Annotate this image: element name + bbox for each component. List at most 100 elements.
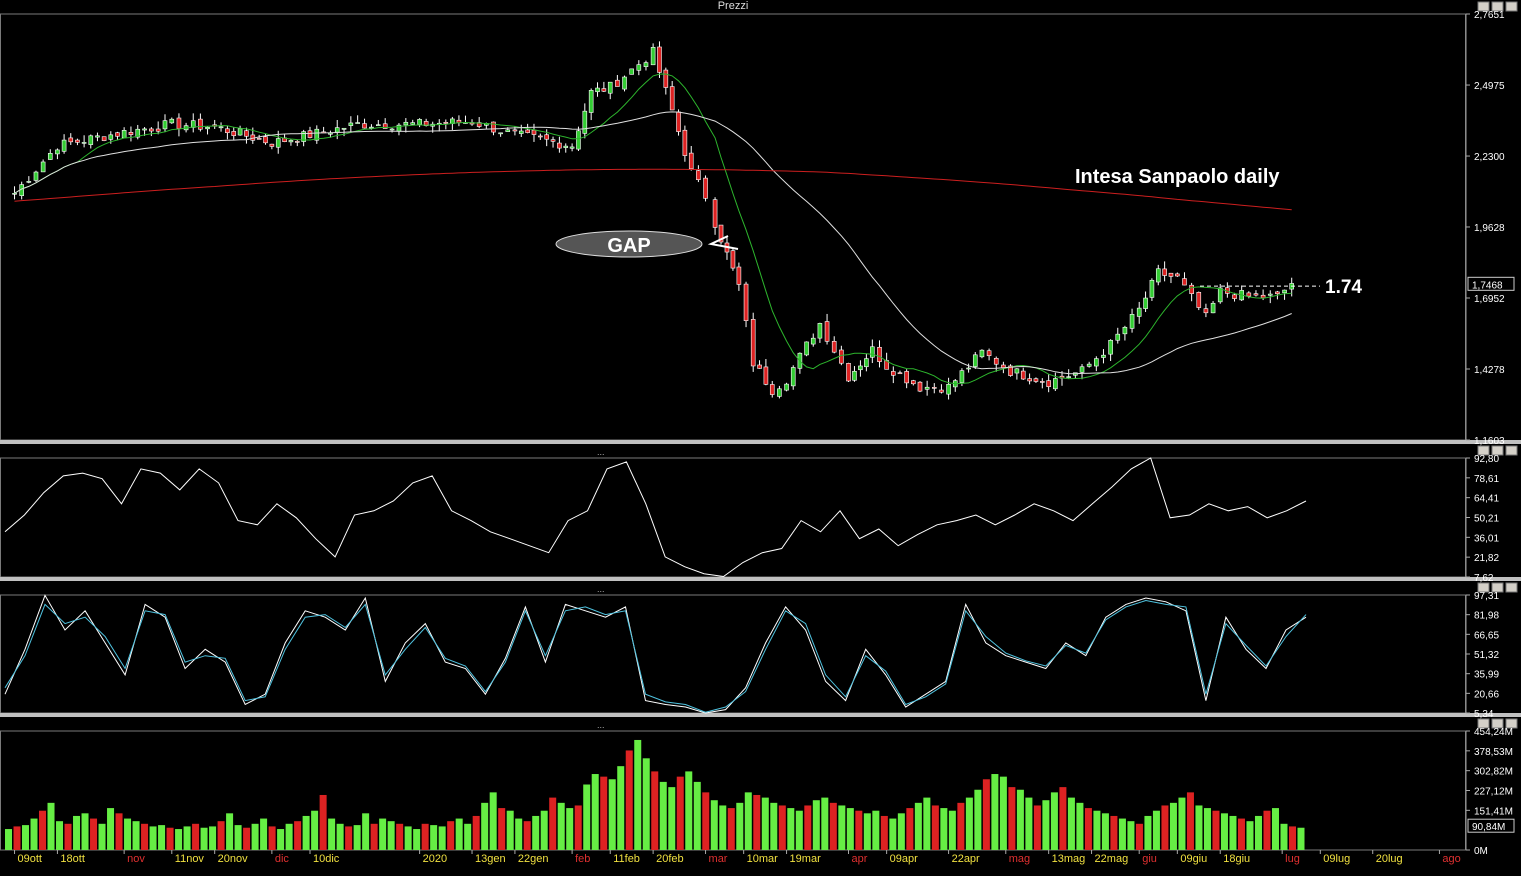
candle-body [1033, 378, 1039, 382]
volume-bar [251, 823, 259, 850]
volume-bar [795, 810, 803, 850]
candle-body [1149, 279, 1155, 298]
volume-bar [515, 818, 523, 850]
volume-bar [744, 792, 752, 850]
volume-bar [608, 779, 616, 850]
candle-body [1101, 354, 1106, 358]
candle-body [663, 69, 669, 88]
volume-bar [1297, 827, 1305, 850]
volume-bar [1050, 792, 1058, 850]
volume-bar [880, 815, 888, 850]
candle-body [314, 128, 320, 141]
volume-bar [506, 810, 514, 850]
x-tick-label: 22apr [952, 853, 980, 865]
volume-bar [923, 797, 931, 850]
candle-body [512, 129, 518, 132]
panel-grip: ... [597, 447, 605, 457]
volume-bar [311, 810, 319, 850]
candle-body [1129, 314, 1135, 329]
y-tick-label: 378,53M [1474, 747, 1513, 758]
y-tick-label: 66,65 [1474, 630, 1499, 641]
volume-bar [1220, 813, 1228, 850]
volume-bar [183, 826, 191, 850]
volume-bar [1016, 789, 1024, 850]
candle-body [730, 250, 736, 269]
volume-bar [243, 827, 251, 850]
volume-bar [1101, 813, 1109, 850]
candle-body [1162, 268, 1167, 276]
y-tick-label: 50,21 [1474, 514, 1499, 525]
candle-body [696, 170, 701, 181]
volume-bar [447, 821, 455, 850]
volume-bar [1110, 815, 1118, 850]
candle-body [61, 139, 67, 152]
candle-body [403, 121, 409, 126]
candle-body [1155, 268, 1161, 283]
volume-bar [455, 818, 463, 850]
volume-bar [957, 802, 965, 850]
volume-bar [217, 821, 225, 850]
candle-body [288, 140, 294, 143]
candle-body [763, 366, 769, 385]
volume-bar [1186, 792, 1194, 850]
y-tick-label: 97,31 [1474, 591, 1499, 602]
x-tick-label: 11feb [613, 853, 640, 865]
y-tick-label: 151,41M [1474, 806, 1513, 817]
candle-body [595, 87, 600, 93]
volume-bar [1008, 787, 1016, 850]
volume-bar [1084, 808, 1092, 850]
candle-body [1066, 376, 1071, 378]
volume-bar [1263, 810, 1271, 850]
x-tick-label: 19mar [790, 853, 822, 865]
candle-body [1260, 294, 1266, 299]
candle-body [531, 129, 537, 135]
oscillator-2-series-0 [4, 594, 1307, 714]
volume-bar [81, 813, 89, 850]
volume-bar [149, 826, 157, 850]
volume-bar [370, 823, 378, 850]
candle-body [1115, 333, 1121, 341]
candle-body [636, 64, 642, 71]
volume-bar [1059, 787, 1067, 850]
candle-body [1210, 302, 1216, 314]
candle-body [169, 118, 175, 124]
panel-splitter [0, 440, 1521, 444]
candle-body [682, 129, 688, 156]
y-tick-label: 20,66 [1474, 689, 1499, 700]
volume-bar [914, 802, 922, 850]
candle-body [476, 122, 482, 127]
volume-bar [1212, 810, 1220, 850]
candle-body [525, 129, 530, 133]
volume-bar [5, 829, 13, 850]
gap-label: GAP [607, 235, 650, 257]
volume-bar [540, 810, 548, 850]
candle-body [1027, 378, 1032, 382]
x-tick-label: 20lug [1376, 853, 1403, 865]
volume-bar [982, 779, 990, 850]
x-tick-label: 10mar [747, 853, 779, 865]
last-price-label: 1,7468 [1472, 280, 1503, 291]
candle-body [1040, 381, 1045, 383]
y-tick-label: 51,32 [1474, 650, 1499, 661]
volume-bar [192, 823, 200, 850]
candle-body [1046, 380, 1051, 387]
x-tick-label: 18giu [1223, 853, 1250, 865]
candle-body [443, 122, 449, 124]
x-tick-label: 13gen [475, 853, 506, 865]
y-tick-label: 2,2300 [1474, 152, 1505, 163]
volume-bar [1144, 815, 1152, 850]
y-tick-label: 454,24M [1474, 727, 1513, 738]
candle-body [911, 380, 916, 385]
candle-body [505, 129, 511, 132]
candle-body [1014, 368, 1020, 374]
close-button [1505, 582, 1518, 593]
y-tick-label: 81,98 [1474, 611, 1499, 622]
volume-bar [1118, 818, 1126, 850]
x-tick-label: 20nov [218, 853, 248, 865]
y-tick-label: 227,12M [1474, 787, 1513, 798]
volume-bar [260, 818, 268, 850]
volume-bar [481, 802, 489, 850]
volume-bar [889, 818, 897, 850]
volume-bar [1246, 821, 1254, 850]
y-tick-label: 2,7651 [1474, 10, 1505, 21]
